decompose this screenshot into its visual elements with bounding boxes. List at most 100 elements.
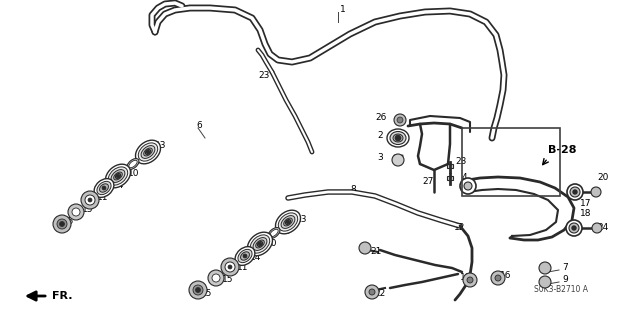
Text: 10: 10 (266, 240, 278, 249)
Circle shape (591, 187, 601, 197)
Circle shape (225, 262, 235, 272)
Circle shape (102, 186, 106, 190)
Circle shape (68, 204, 84, 220)
Bar (462, 128, 560, 196)
Text: B-28: B-28 (548, 145, 577, 155)
Ellipse shape (241, 252, 250, 260)
Ellipse shape (141, 145, 155, 159)
Text: 10: 10 (128, 169, 140, 179)
Text: 23: 23 (455, 158, 467, 167)
Circle shape (572, 226, 576, 230)
Text: 3: 3 (377, 152, 383, 161)
Ellipse shape (108, 167, 128, 185)
Text: 14: 14 (113, 182, 124, 190)
Text: 23: 23 (258, 71, 269, 80)
Circle shape (208, 270, 224, 286)
Circle shape (85, 195, 95, 205)
Text: 17: 17 (580, 198, 591, 207)
Circle shape (392, 154, 404, 166)
Circle shape (146, 150, 150, 154)
Circle shape (81, 191, 99, 209)
Text: 8: 8 (350, 186, 356, 195)
Circle shape (460, 178, 476, 194)
Text: 27: 27 (422, 177, 434, 187)
Circle shape (286, 220, 290, 224)
Text: 14: 14 (250, 253, 261, 262)
Bar (447, 164, 453, 168)
Circle shape (463, 273, 477, 287)
Circle shape (573, 190, 577, 194)
Text: 13: 13 (155, 142, 166, 151)
Text: 4: 4 (462, 174, 468, 182)
Ellipse shape (100, 184, 108, 192)
Text: 24: 24 (597, 224, 608, 233)
Circle shape (397, 117, 403, 123)
Ellipse shape (257, 241, 262, 247)
Ellipse shape (106, 164, 131, 188)
Circle shape (495, 275, 501, 281)
Circle shape (72, 208, 80, 216)
Text: 15: 15 (82, 205, 93, 214)
Ellipse shape (390, 131, 406, 145)
Text: 1: 1 (340, 5, 346, 14)
Circle shape (57, 219, 67, 229)
Circle shape (567, 184, 583, 200)
Ellipse shape (250, 235, 269, 253)
Circle shape (189, 281, 207, 299)
Ellipse shape (238, 249, 252, 263)
Ellipse shape (278, 213, 298, 231)
Circle shape (592, 223, 602, 233)
Circle shape (365, 285, 379, 299)
Ellipse shape (393, 134, 403, 142)
Text: 18: 18 (580, 209, 591, 218)
Ellipse shape (268, 227, 280, 238)
Text: 15: 15 (280, 227, 291, 236)
Circle shape (60, 221, 65, 226)
Ellipse shape (285, 219, 291, 225)
Circle shape (221, 258, 239, 276)
Text: 15: 15 (140, 155, 152, 165)
Ellipse shape (270, 229, 278, 237)
Ellipse shape (253, 238, 267, 250)
Circle shape (359, 242, 371, 254)
Circle shape (464, 182, 472, 190)
Text: 20: 20 (597, 174, 609, 182)
Bar (447, 176, 453, 180)
Ellipse shape (115, 174, 120, 178)
Ellipse shape (275, 210, 301, 234)
Ellipse shape (138, 143, 157, 161)
Circle shape (258, 242, 262, 246)
Text: 22: 22 (374, 290, 385, 299)
Text: 5: 5 (462, 183, 468, 192)
Ellipse shape (145, 150, 150, 154)
Ellipse shape (248, 232, 273, 256)
Text: 25: 25 (200, 290, 211, 299)
Ellipse shape (114, 172, 122, 180)
Text: FR.: FR. (52, 291, 72, 301)
Circle shape (53, 215, 71, 233)
Text: 7: 7 (562, 263, 568, 272)
Circle shape (369, 289, 375, 295)
Text: 13: 13 (296, 216, 307, 225)
Text: 2: 2 (378, 131, 383, 140)
Circle shape (570, 187, 580, 197)
Circle shape (193, 285, 203, 295)
Text: 11: 11 (237, 263, 248, 272)
Ellipse shape (94, 179, 114, 197)
Ellipse shape (256, 240, 264, 248)
Ellipse shape (136, 140, 161, 164)
Circle shape (394, 114, 406, 126)
Circle shape (195, 287, 200, 293)
Circle shape (212, 274, 220, 282)
Circle shape (116, 174, 120, 178)
Circle shape (243, 254, 247, 258)
Circle shape (467, 277, 473, 283)
Ellipse shape (127, 159, 139, 169)
Circle shape (88, 198, 92, 202)
Ellipse shape (235, 247, 255, 265)
Text: 26: 26 (376, 114, 387, 122)
Text: 9: 9 (562, 276, 568, 285)
Text: 12: 12 (454, 224, 465, 233)
Ellipse shape (281, 216, 295, 228)
Text: 19: 19 (460, 273, 472, 283)
